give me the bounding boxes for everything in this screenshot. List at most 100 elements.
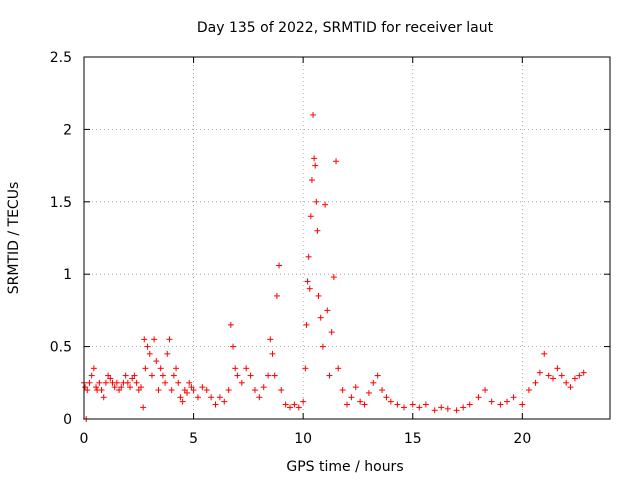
x-tick-label: 0 bbox=[80, 431, 89, 447]
data-point bbox=[90, 365, 97, 372]
data-point bbox=[311, 155, 318, 162]
data-point bbox=[306, 285, 313, 292]
data-point bbox=[166, 336, 173, 343]
data-point bbox=[374, 372, 381, 379]
data-point bbox=[175, 379, 182, 386]
data-point bbox=[314, 227, 321, 234]
data-point bbox=[466, 401, 473, 408]
data-point bbox=[113, 379, 120, 386]
data-point bbox=[122, 372, 129, 379]
data-point bbox=[184, 389, 191, 396]
data-point bbox=[319, 343, 326, 350]
data-point bbox=[88, 372, 95, 379]
data-point bbox=[93, 384, 100, 391]
data-point bbox=[260, 384, 267, 391]
data-point bbox=[225, 387, 232, 394]
data-point bbox=[536, 369, 543, 376]
data-point bbox=[164, 350, 171, 357]
data-point bbox=[199, 384, 206, 391]
data-point bbox=[177, 394, 184, 401]
data-point bbox=[142, 365, 149, 372]
data-point bbox=[203, 387, 210, 394]
data-point bbox=[482, 387, 489, 394]
data-point bbox=[267, 336, 274, 343]
data-point bbox=[550, 375, 557, 382]
data-point bbox=[379, 387, 386, 394]
data-point bbox=[475, 394, 482, 401]
data-point bbox=[330, 274, 337, 281]
data-point bbox=[532, 379, 539, 386]
data-point bbox=[304, 278, 311, 285]
data-point bbox=[310, 111, 317, 118]
data-point bbox=[179, 398, 186, 405]
data-point bbox=[251, 387, 258, 394]
data-point bbox=[558, 372, 565, 379]
data-point bbox=[107, 375, 114, 382]
data-point bbox=[576, 372, 583, 379]
data-point bbox=[322, 201, 329, 208]
data-point bbox=[422, 401, 429, 408]
y-tick-label: 0 bbox=[63, 412, 72, 428]
data-point bbox=[291, 401, 298, 408]
data-point bbox=[324, 307, 331, 314]
data-point bbox=[344, 401, 350, 408]
data-point bbox=[86, 379, 93, 386]
y-tick-label: 1.5 bbox=[50, 195, 72, 211]
plot-frame bbox=[83, 56, 611, 420]
x-tick-label: 15 bbox=[404, 431, 422, 447]
data-point bbox=[453, 407, 460, 414]
data-point bbox=[315, 292, 322, 299]
data-point bbox=[208, 394, 215, 401]
data-point bbox=[563, 379, 570, 386]
data-point bbox=[221, 398, 228, 405]
data-point bbox=[416, 404, 423, 411]
data-point bbox=[118, 384, 125, 391]
data-point bbox=[234, 372, 241, 379]
data-point bbox=[409, 401, 416, 408]
data-point bbox=[519, 401, 526, 408]
data-point bbox=[348, 394, 355, 401]
data-point bbox=[227, 321, 234, 328]
data-point bbox=[438, 404, 445, 411]
data-point bbox=[162, 379, 169, 386]
grid-lines bbox=[84, 57, 610, 419]
data-point bbox=[96, 379, 103, 386]
x-tick-label: 5 bbox=[189, 431, 198, 447]
data-point bbox=[400, 404, 407, 411]
data-point bbox=[100, 394, 107, 401]
data-point bbox=[567, 384, 574, 391]
y-axis-label: SRMTID / TECUs bbox=[6, 182, 22, 295]
data-points bbox=[81, 111, 587, 422]
data-point bbox=[503, 398, 510, 405]
data-point bbox=[328, 329, 335, 336]
data-point bbox=[190, 387, 197, 394]
data-point bbox=[271, 372, 278, 379]
data-point bbox=[300, 398, 307, 405]
data-point bbox=[273, 292, 280, 299]
data-point bbox=[247, 372, 254, 379]
data-point bbox=[488, 398, 495, 405]
data-point bbox=[159, 372, 166, 379]
data-point bbox=[431, 407, 438, 414]
data-point bbox=[212, 401, 219, 408]
data-point bbox=[230, 343, 237, 350]
data-point bbox=[339, 387, 346, 394]
data-point bbox=[361, 401, 368, 408]
data-point bbox=[144, 343, 151, 350]
data-point bbox=[370, 379, 377, 386]
data-point bbox=[312, 162, 319, 169]
data-point bbox=[256, 394, 263, 401]
x-axis-label: GPS time / hours bbox=[286, 459, 403, 475]
data-point bbox=[383, 394, 390, 401]
data-point bbox=[307, 213, 314, 220]
data-point bbox=[194, 394, 201, 401]
y-tick-label: 2 bbox=[63, 122, 72, 138]
data-point bbox=[133, 379, 140, 386]
data-point bbox=[352, 384, 359, 391]
data-point bbox=[525, 387, 532, 394]
chart-title: Day 135 of 2022, SRMTID for receiver lau… bbox=[197, 20, 494, 36]
x-tick-label: 10 bbox=[294, 431, 312, 447]
data-point bbox=[98, 387, 105, 394]
data-point bbox=[302, 365, 309, 372]
data-point bbox=[124, 379, 131, 386]
